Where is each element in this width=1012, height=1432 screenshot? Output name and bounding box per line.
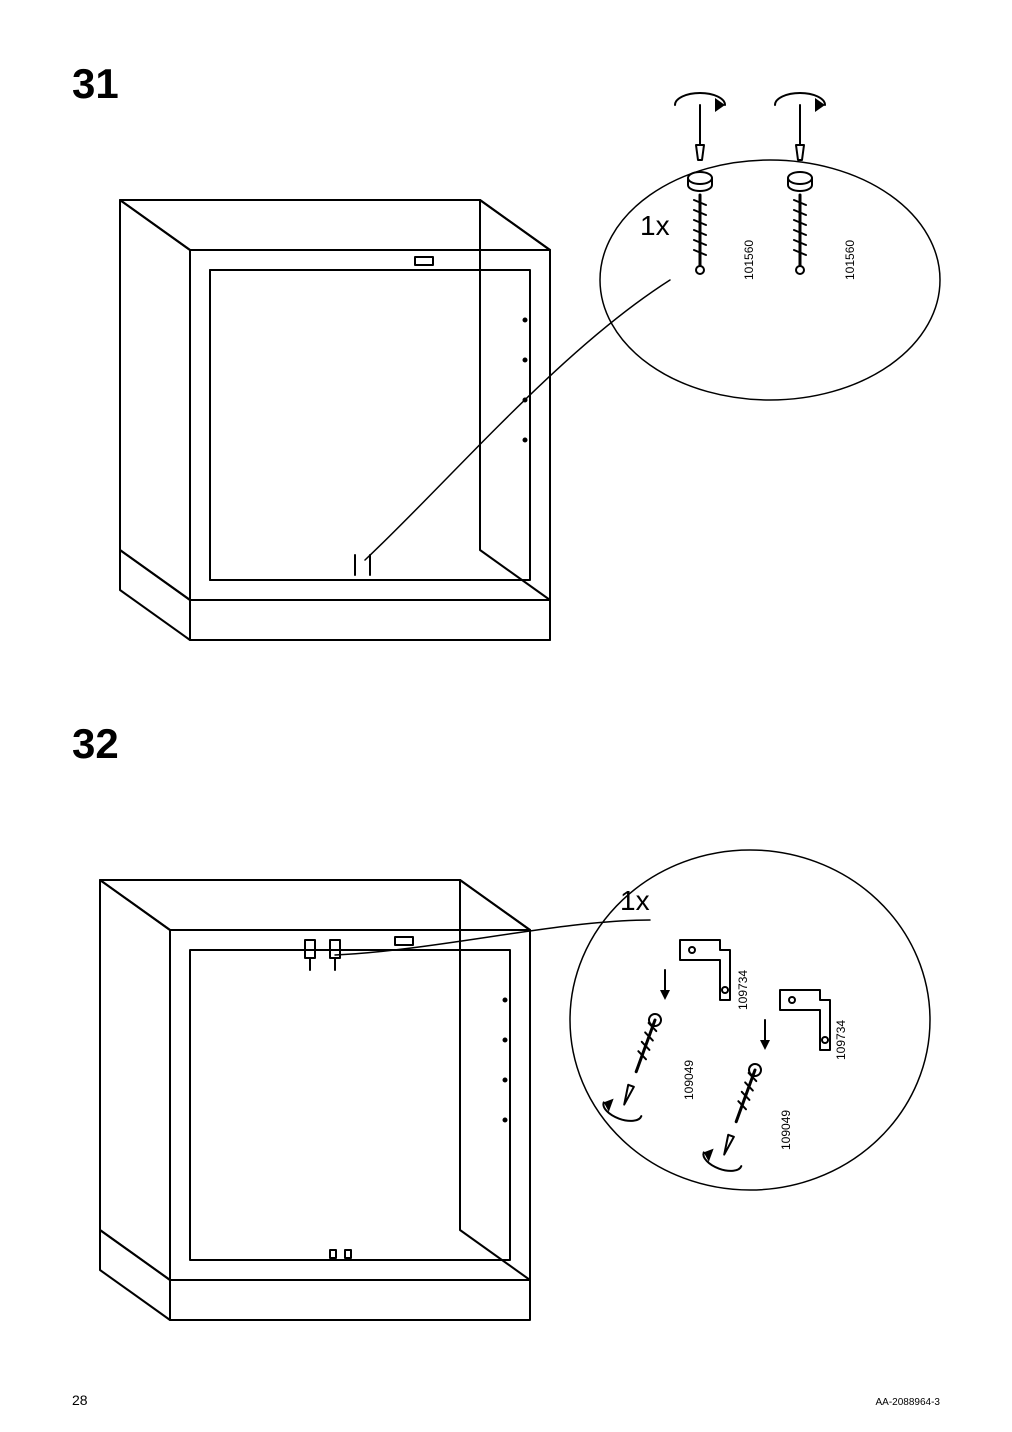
illustration-layer [0, 0, 1012, 1432]
step-32-part-2: 109734 [834, 1020, 848, 1060]
step-31-part-0: 101560 [742, 240, 756, 280]
step-32-part-0: 109734 [736, 970, 750, 1010]
page-number: 28 [72, 1392, 88, 1408]
step-31-callout [600, 93, 940, 400]
step-31-part-1: 101560 [843, 240, 857, 280]
step-32-part-3: 109049 [779, 1110, 793, 1150]
step-32-cabinet [100, 880, 650, 1320]
instruction-page: 31 32 [0, 0, 1012, 1432]
step-31-qty: 1x [640, 210, 670, 242]
step-32-part-1: 109049 [682, 1060, 696, 1100]
document-id: AA-2088964-3 [876, 1397, 941, 1408]
step-31-cabinet [120, 200, 670, 640]
step-32-qty: 1x [620, 885, 650, 917]
